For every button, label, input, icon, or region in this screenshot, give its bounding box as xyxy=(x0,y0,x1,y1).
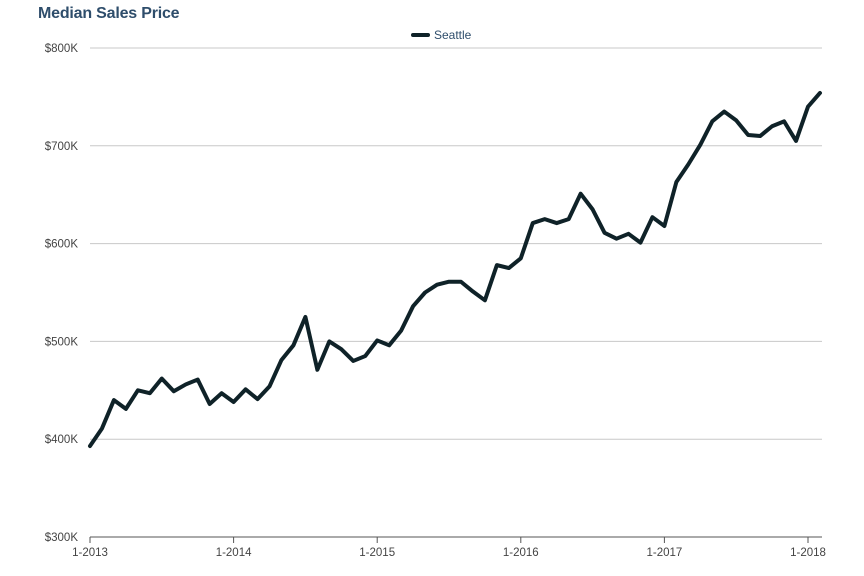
x-tick-label: 1-2018 xyxy=(790,547,826,559)
y-tick-label: $800K xyxy=(45,43,79,55)
x-tick-label: 1-2015 xyxy=(359,547,395,559)
x-tick-label: 1-2017 xyxy=(646,547,682,559)
chart-title: Median Sales Price xyxy=(38,5,180,22)
x-tick-label: 1-2013 xyxy=(72,547,108,559)
legend-label: Seattle xyxy=(434,28,472,42)
x-tick-label: 1-2014 xyxy=(216,547,252,559)
legend: Seattle xyxy=(411,28,472,42)
series-layer xyxy=(88,90,822,449)
series-line-seattle xyxy=(88,90,822,449)
x-tick-label: 1-2016 xyxy=(503,547,539,559)
y-tick-label: $500K xyxy=(45,336,79,348)
y-tick-label: $700K xyxy=(45,141,79,153)
y-tick-label: $300K xyxy=(45,532,79,544)
y-tick-label: $400K xyxy=(45,434,79,446)
y-tick-label: $600K xyxy=(45,239,79,251)
axes: $300K $400K $500K $600K $700K $800K 1-2013 1-20… xyxy=(45,43,826,559)
